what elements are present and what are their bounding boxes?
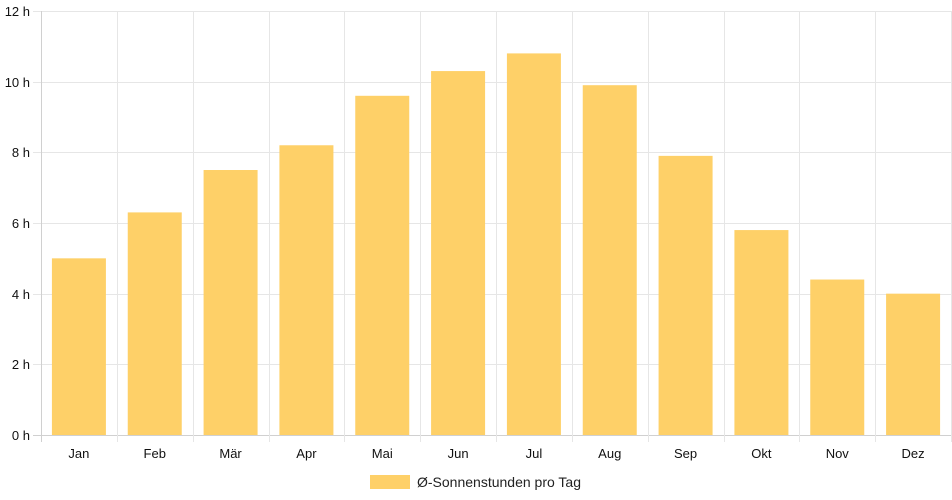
y-tick-label: 0 h (12, 428, 30, 443)
bar-Jan[interactable] (51, 258, 106, 435)
x-tick-label: Nov (826, 446, 850, 461)
bar-Nov[interactable] (810, 279, 865, 435)
bar-Feb[interactable] (127, 212, 182, 435)
x-tick-label: Feb (144, 446, 166, 461)
x-tick-label: Okt (751, 446, 772, 461)
x-tick-label: Aug (598, 446, 621, 461)
y-tick-label: 2 h (12, 357, 30, 372)
y-tick-label: 8 h (12, 145, 30, 160)
bar-Okt[interactable] (734, 230, 789, 435)
y-tick-label: 10 h (5, 75, 30, 90)
y-tick-label: 4 h (12, 287, 30, 302)
bars (51, 53, 941, 436)
bar-Aug[interactable] (582, 85, 637, 435)
axes: 0 h 2 h 4 h 6 h 8 h 10 h 12 h Jan Feb Mär Apr Mai Ju… (5, 4, 925, 461)
bar-Jul[interactable] (506, 53, 561, 436)
bar-Sep[interactable] (658, 155, 713, 435)
x-tick-label: Jul (526, 446, 543, 461)
legend[interactable]: Ø-Sonnenstunden pro Tag (370, 474, 581, 490)
legend-swatch[interactable] (370, 475, 410, 489)
x-tick-label: Dez (902, 446, 925, 461)
x-tick-label: Jun (448, 446, 469, 461)
x-tick-label: Mär (219, 446, 242, 461)
y-tick-label: 6 h (12, 216, 30, 231)
x-tick-label: Jan (68, 446, 89, 461)
x-tick-label: Apr (296, 446, 317, 461)
y-tick-label: 12 h (5, 4, 30, 19)
legend-label[interactable]: Ø-Sonnenstunden pro Tag (417, 474, 581, 490)
bar-Mai[interactable] (355, 95, 410, 436)
grid (33, 11, 952, 442)
x-tick-label: Mai (372, 446, 393, 461)
bar-Mär[interactable] (203, 170, 258, 435)
bar-Apr[interactable] (279, 145, 334, 435)
bar-Dez[interactable] (886, 293, 941, 435)
x-tick-label: Sep (674, 446, 697, 461)
bar-Jun[interactable] (431, 71, 486, 436)
